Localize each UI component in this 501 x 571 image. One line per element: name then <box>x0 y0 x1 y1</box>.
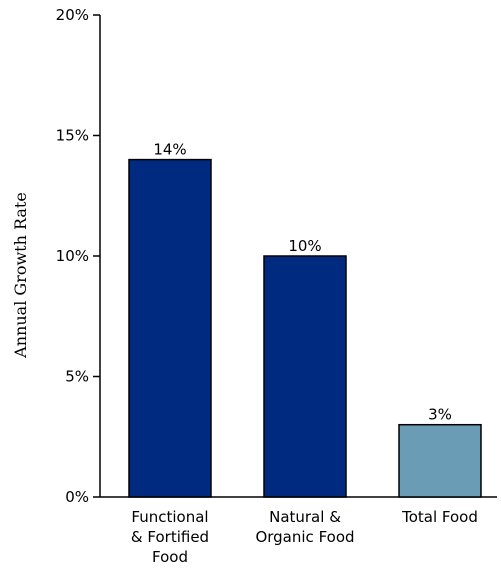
data-label: 14% <box>153 141 186 159</box>
bar <box>128 158 212 498</box>
y-tick-label: 15% <box>56 127 89 145</box>
bars: 14% 10% 3% <box>128 141 482 498</box>
bar <box>263 255 347 498</box>
bar <box>398 423 482 498</box>
y-tick-label: 20% <box>56 6 89 24</box>
category-label: Functional <box>131 508 208 526</box>
category-label: Food <box>152 548 188 566</box>
category-label: & Fortified <box>131 528 209 546</box>
y-tick-label: 0% <box>65 488 89 506</box>
y-axis-ticks: 0% 5% 10% 15% 20% <box>56 6 100 506</box>
category-label: Total Food <box>401 508 478 526</box>
category-label: Natural & <box>269 508 341 526</box>
data-label: 3% <box>428 406 452 424</box>
data-label: 10% <box>288 237 321 255</box>
category-labels: Functional & Fortified Food Natural & Organi… <box>131 508 478 566</box>
y-tick-label: 5% <box>65 368 89 386</box>
y-tick-label: 10% <box>56 247 89 265</box>
category-label: Organic Food <box>255 528 354 546</box>
y-axis-title: Annual Growth Rate <box>11 192 30 359</box>
